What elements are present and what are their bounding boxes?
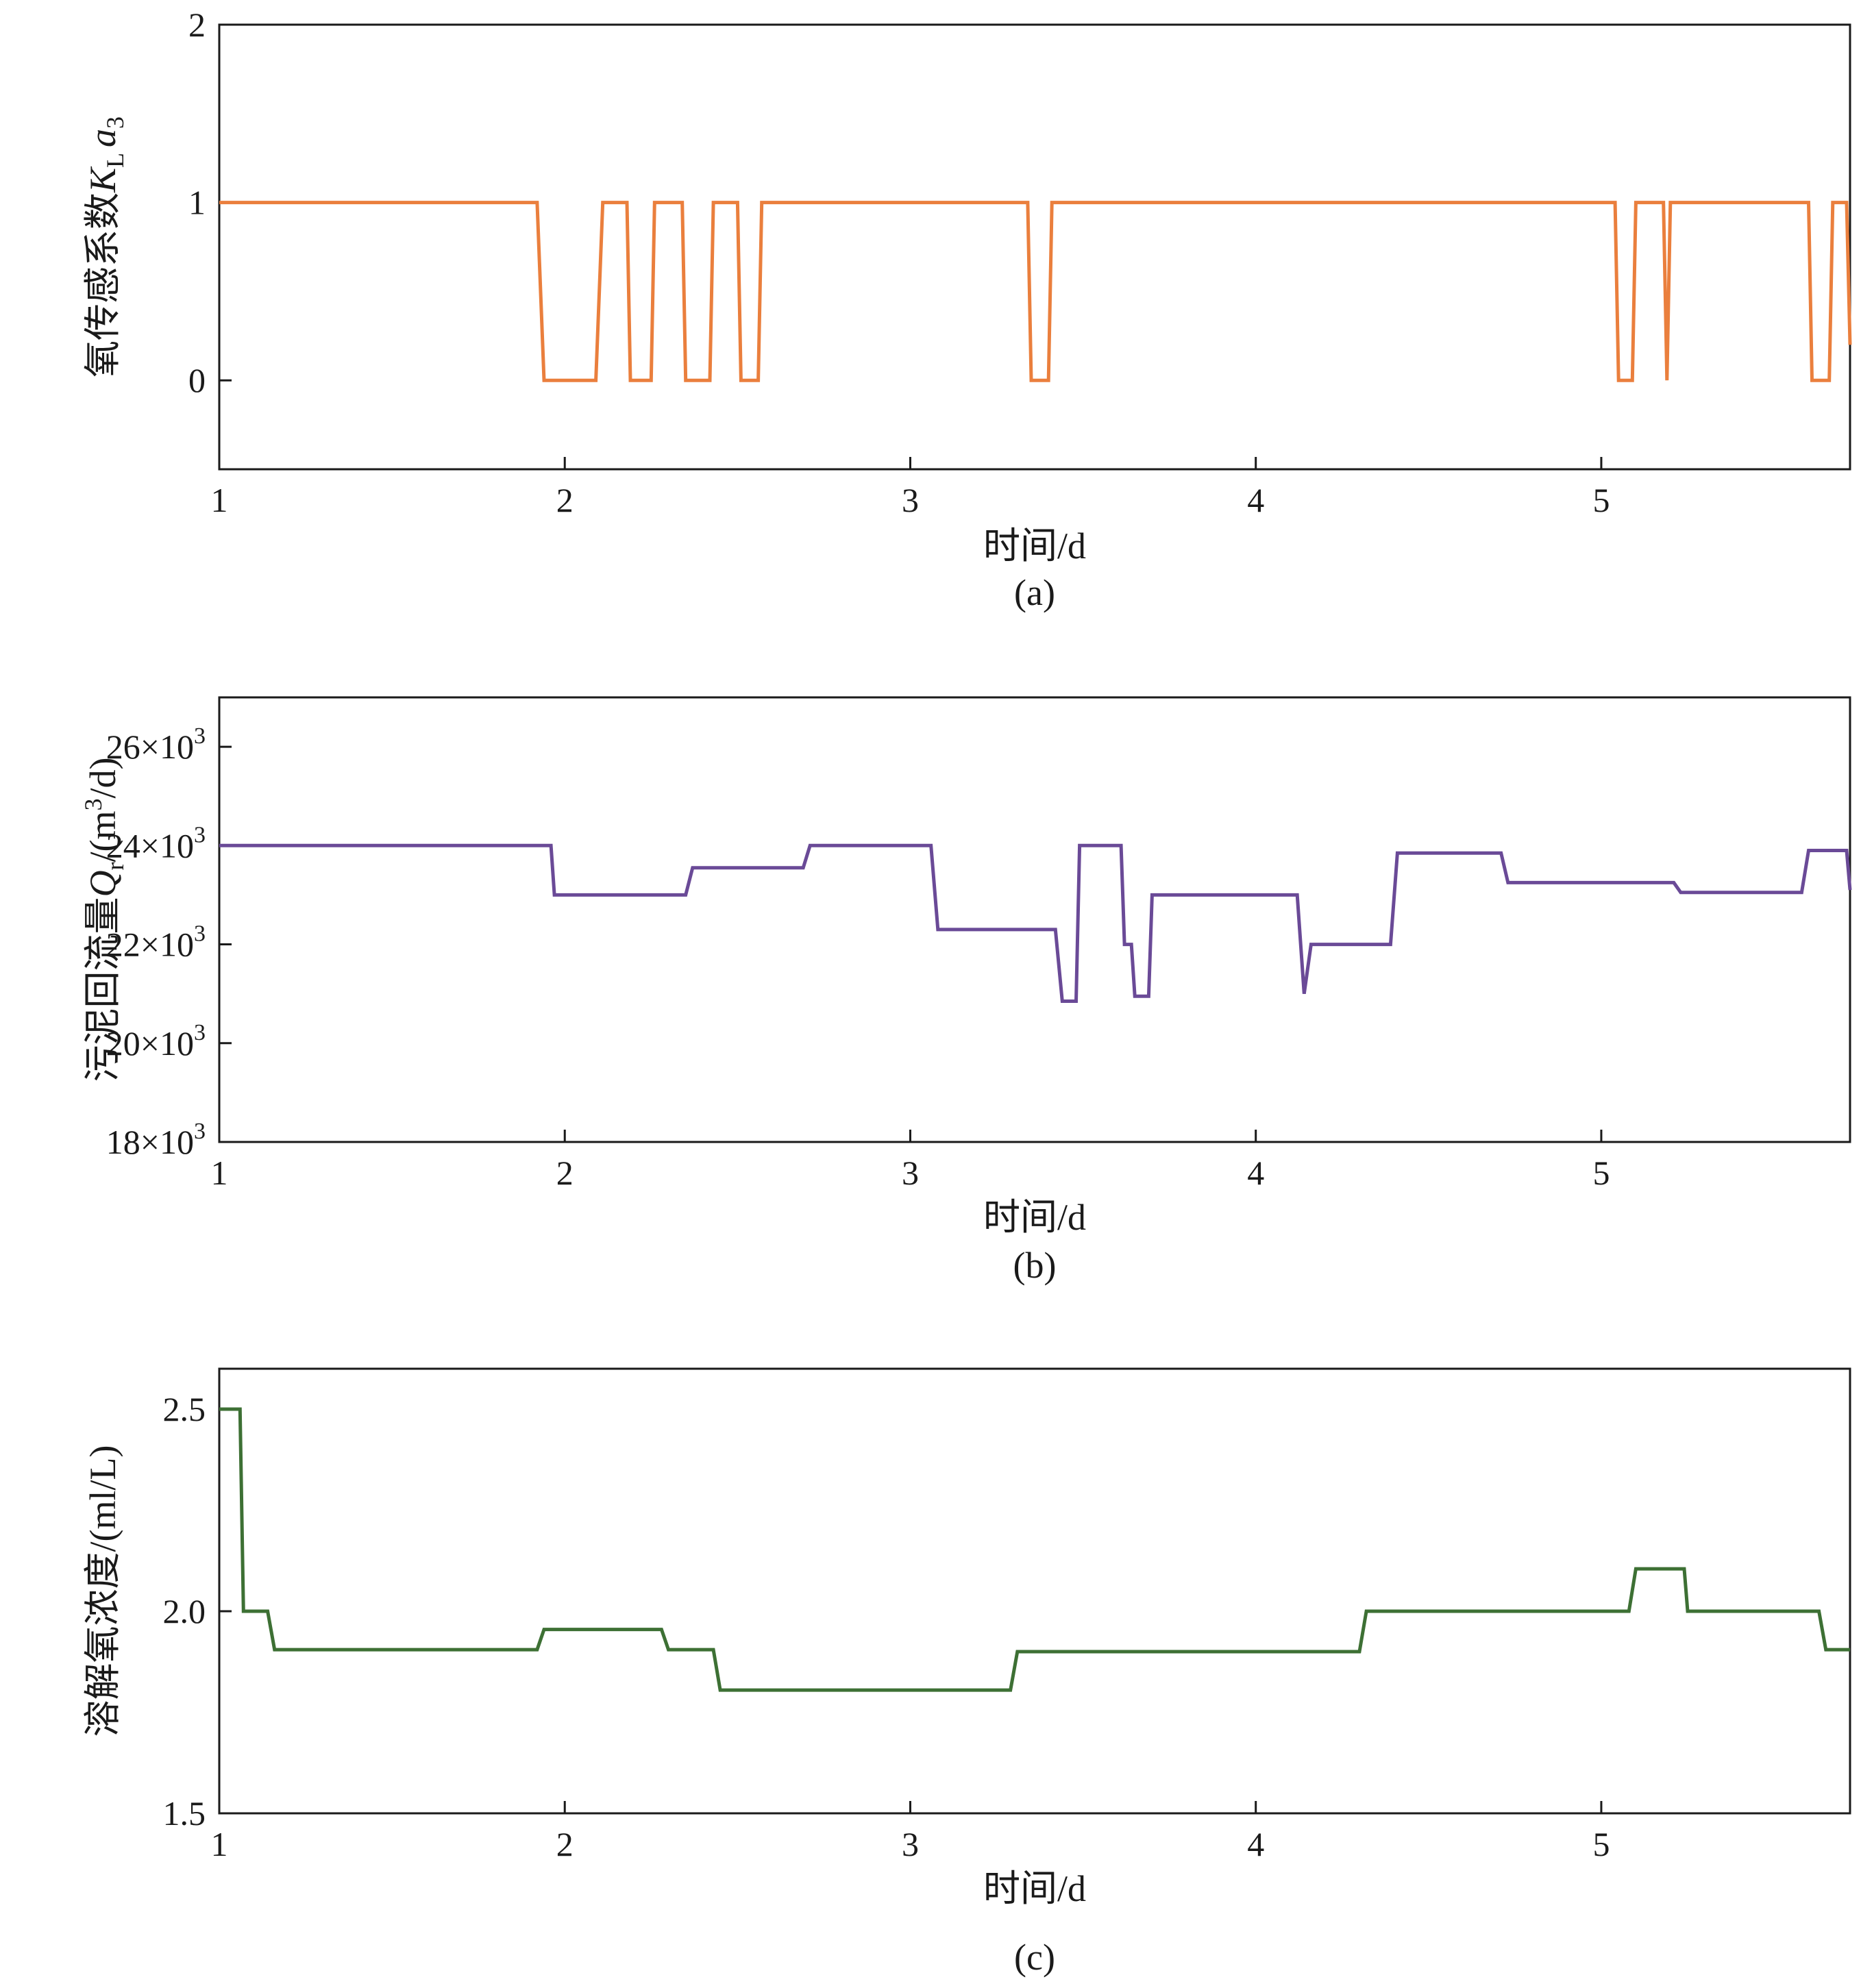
- plot-frame: [218, 23, 1851, 471]
- y-tick-labels: 0 1 2: [188, 5, 206, 399]
- y-tick-label: 20×103: [106, 1020, 206, 1063]
- x-tick-label: 5: [1592, 1154, 1610, 1192]
- x-tick-label: 2: [556, 481, 574, 519]
- x-axis-label: 时间/d: [983, 525, 1086, 567]
- series-lines: [219, 201, 1852, 382]
- y-axis-label-unit-sup: 3: [79, 799, 107, 811]
- y-tick-label: 2.5: [163, 1390, 206, 1428]
- x-tick-label: 5: [1592, 481, 1610, 519]
- x-tick-label: 4: [1247, 1154, 1264, 1192]
- x-axis-label: 时间/d: [983, 1197, 1086, 1238]
- series-line: [219, 843, 1852, 1003]
- x-tick-label: 1: [211, 1154, 228, 1192]
- x-tick-label: 4: [1247, 481, 1264, 519]
- y-tick-label: 24×103: [106, 822, 206, 865]
- y-axis-label-unit-pre: /(m: [82, 811, 123, 862]
- panel-caption: (a): [1014, 572, 1055, 613]
- plot-frame: [218, 1367, 1851, 1815]
- panel-b: 1 2 3 4 5 18×103 20×103 22×103 24×103 26×103 时间/…: [79, 696, 1852, 1286]
- plot-frame: [218, 696, 1851, 1143]
- y-tick-labels: 18×103 20×103 22×103 24×103 26×103: [106, 723, 206, 1161]
- x-tick-labels: 1 2 3 4 5: [211, 1825, 1610, 1863]
- y-axis-label-symbol: K: [82, 166, 123, 193]
- tick-marks: [218, 745, 1603, 1143]
- x-tick-labels: 1 2 3 4 5: [211, 1154, 1610, 1192]
- series-lines: [219, 1407, 1850, 1692]
- x-tick-label: 3: [902, 481, 919, 519]
- y-axis-label-sub: L: [101, 153, 129, 168]
- tick-marks: [218, 1408, 1603, 1815]
- y-tick-label: 1.5: [163, 1794, 206, 1832]
- y-axis-label-sub2: 3: [101, 116, 129, 129]
- y-axis-label-unit-post: /d): [82, 758, 123, 799]
- x-tick-label: 5: [1592, 1825, 1610, 1863]
- y-axis-label-symbol: Q: [82, 871, 123, 897]
- tick-marks: [218, 23, 1603, 469]
- y-axis-label-symbol2: a: [82, 129, 123, 147]
- panel-caption: (c): [1014, 1937, 1055, 1978]
- y-axis-label-sub: r: [101, 862, 129, 871]
- y-tick-labels: 1.5 2.0 2.5: [163, 1390, 206, 1832]
- y-tick-label: 0: [188, 361, 206, 399]
- x-axis-label: 时间/d: [983, 1868, 1086, 1909]
- x-tick-label: 2: [556, 1825, 574, 1863]
- series-lines: [219, 843, 1852, 1003]
- y-tick-label: 2.0: [163, 1592, 206, 1630]
- panel-c: 1 2 3 4 5 1.5 2.0 2.5 时间/d 溶解氧浓度/(ml/L) (c): [82, 1367, 1851, 1978]
- y-tick-label: 1: [188, 184, 206, 222]
- y-axis-label: 氧传感系数KLa3: [82, 116, 129, 377]
- y-tick-label: 18×103: [106, 1119, 206, 1161]
- y-tick-label: 26×103: [106, 723, 206, 766]
- y-axis-label: 污泥回流量Qr/(m3/d): [79, 758, 129, 1082]
- x-tick-label: 4: [1247, 1825, 1264, 1863]
- series-line: [219, 1407, 1850, 1692]
- x-tick-label: 3: [902, 1825, 919, 1863]
- y-axis-label-prefix: 污泥回流量: [82, 897, 123, 1082]
- x-tick-label: 3: [902, 1154, 919, 1192]
- x-tick-label: 2: [556, 1154, 574, 1192]
- series-line: [219, 201, 1852, 382]
- y-tick-label: 2: [188, 5, 206, 44]
- y-axis-label: 溶解氧浓度/(ml/L): [82, 1445, 123, 1737]
- y-tick-label: 22×103: [106, 921, 206, 964]
- x-tick-labels: 1 2 3 4 5: [211, 481, 1610, 519]
- y-axis-label-prefix: 氧传感系数: [82, 192, 123, 377]
- panel-caption: (b): [1013, 1245, 1057, 1286]
- x-tick-label: 1: [211, 1825, 228, 1863]
- x-tick-label: 1: [211, 481, 228, 519]
